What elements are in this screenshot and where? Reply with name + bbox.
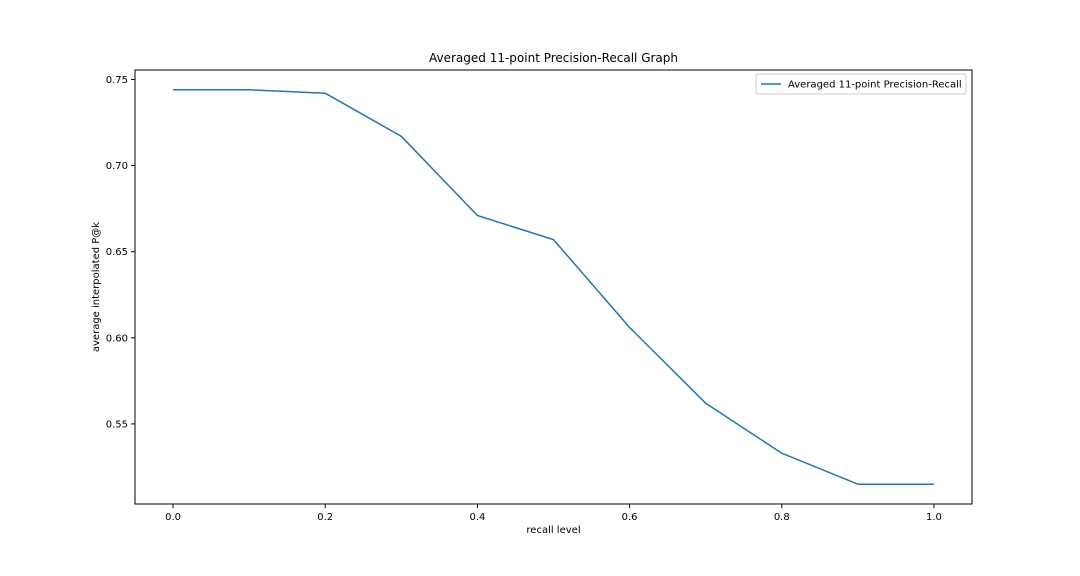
axes-frame bbox=[134, 69, 973, 505]
x-tick-label: 0.2 bbox=[317, 512, 333, 523]
legend: Averaged 11-point Precision-Recall bbox=[755, 73, 967, 95]
y-axis: 0.55 0.60 0.65 0.70 0.75 bbox=[106, 75, 135, 430]
y-tick-label: 0.65 bbox=[106, 247, 128, 258]
y-axis-label: average interpolated P@k bbox=[91, 222, 102, 352]
x-tick-label: 0.8 bbox=[774, 512, 790, 523]
x-tick-label: 0.4 bbox=[469, 512, 485, 523]
y-tick-label: 0.75 bbox=[106, 75, 128, 86]
chart-title: Averaged 11-point Precision-Recall Graph bbox=[429, 51, 678, 65]
legend-box bbox=[755, 73, 967, 95]
x-tick-label: 0.6 bbox=[622, 512, 638, 523]
y-tick-label: 0.55 bbox=[106, 419, 128, 430]
y-tick-label: 0.70 bbox=[106, 161, 128, 172]
x-tick-label: 1.0 bbox=[926, 512, 942, 523]
x-tick-label: 0.0 bbox=[165, 512, 181, 523]
x-axis: 0.0 0.2 0.4 0.6 0.8 1.0 bbox=[165, 504, 942, 523]
series-line-0 bbox=[173, 89, 934, 485]
plot-area bbox=[173, 89, 934, 485]
x-axis-label: recall level bbox=[526, 525, 580, 536]
legend-entry: Averaged 11-point Precision-Recall bbox=[788, 80, 962, 91]
y-tick-label: 0.60 bbox=[106, 333, 128, 344]
